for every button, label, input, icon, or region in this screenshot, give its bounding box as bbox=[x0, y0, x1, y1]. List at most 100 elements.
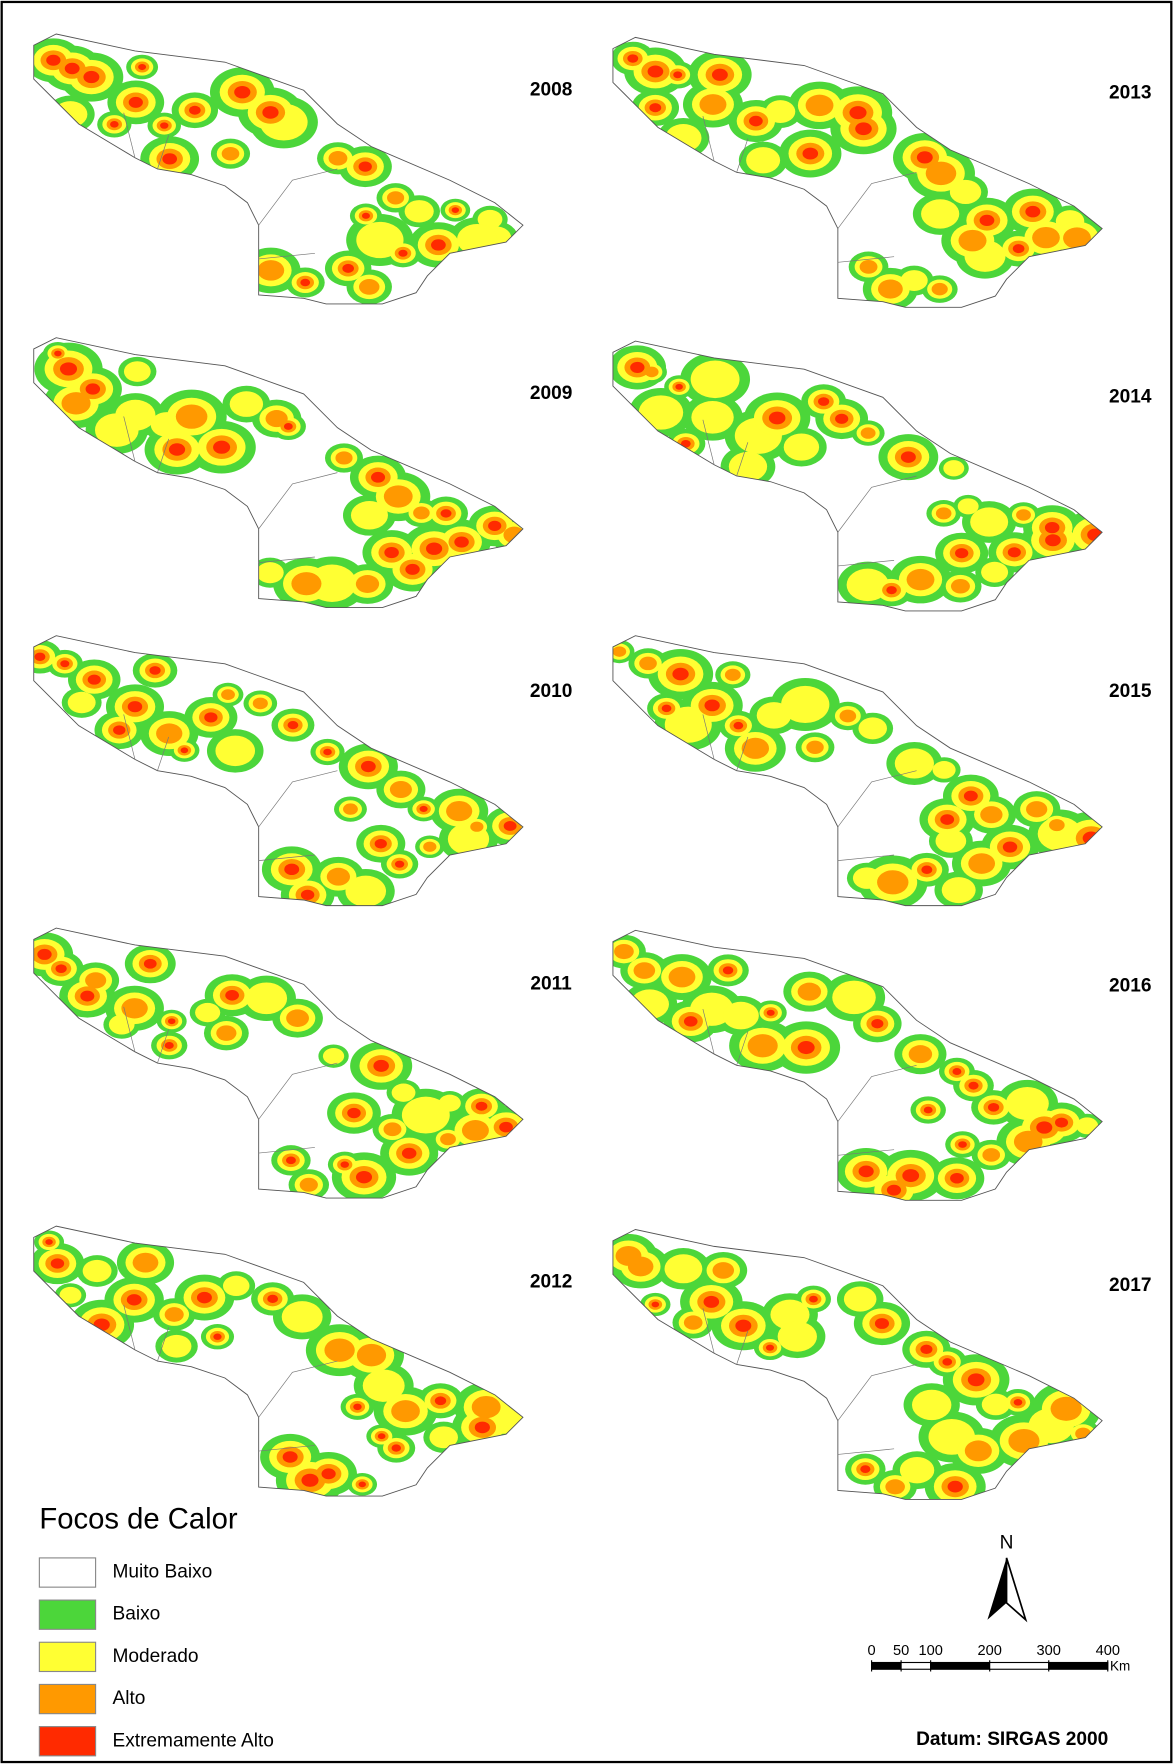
heat-blob bbox=[446, 801, 472, 821]
heat-blob bbox=[980, 215, 995, 226]
heat-blob bbox=[924, 1107, 933, 1114]
heat-blob bbox=[160, 122, 168, 128]
heat-blob bbox=[982, 1148, 1000, 1162]
heat-blob bbox=[844, 1287, 877, 1312]
heat-blob bbox=[234, 86, 250, 98]
heat-blob bbox=[951, 579, 970, 594]
heat-blob bbox=[472, 1396, 501, 1418]
page: {"panels": [ {"year": "2008"}, {"year": … bbox=[0, 0, 1173, 1764]
heat-blob bbox=[113, 725, 125, 735]
heat-blob bbox=[413, 507, 430, 520]
heat-blob bbox=[351, 501, 388, 529]
scale-tick-label: 50 bbox=[893, 1643, 909, 1659]
heat-blob bbox=[359, 162, 372, 172]
heat-blob bbox=[749, 116, 763, 127]
heat-blob bbox=[176, 405, 208, 429]
heat-blob bbox=[943, 460, 964, 476]
heat-blob bbox=[329, 151, 348, 165]
heat-blob bbox=[61, 392, 90, 414]
heat-blob bbox=[895, 748, 934, 778]
heat-blob bbox=[875, 1318, 889, 1329]
datum: Datum: SIRGAS 2000 bbox=[916, 1729, 1108, 1750]
heat-blob bbox=[878, 279, 903, 298]
heat-blob bbox=[849, 106, 866, 119]
heat-blob bbox=[832, 981, 876, 1014]
heat-blob bbox=[149, 666, 160, 675]
heat-blob bbox=[322, 1468, 336, 1479]
heat-blob bbox=[920, 1345, 932, 1354]
heat-blob bbox=[1008, 547, 1021, 557]
heat-blob bbox=[746, 147, 780, 173]
heat-blob bbox=[383, 1122, 401, 1136]
heat-blob bbox=[341, 1161, 349, 1167]
heat-blob bbox=[371, 472, 385, 483]
heat-blob bbox=[253, 698, 268, 710]
year-label: 2011 bbox=[530, 973, 572, 994]
heat-blob bbox=[165, 1307, 184, 1322]
scale-segment bbox=[1049, 1663, 1108, 1670]
heat-blob bbox=[454, 536, 469, 547]
scale-unit: Km bbox=[1110, 1659, 1130, 1674]
heat-blob bbox=[861, 427, 876, 438]
heat-blob bbox=[855, 122, 872, 135]
heat-blob bbox=[734, 722, 744, 729]
heat-blob bbox=[980, 806, 1002, 823]
heat-blob bbox=[342, 264, 354, 273]
heat-blob bbox=[672, 668, 688, 681]
heat-blob bbox=[958, 230, 986, 252]
heat-blob bbox=[197, 1292, 212, 1303]
heat-blob bbox=[488, 521, 501, 531]
heat-blob bbox=[387, 191, 404, 204]
heat-blob bbox=[748, 1034, 778, 1057]
heat-blob bbox=[392, 1444, 401, 1451]
heat-blob bbox=[964, 791, 978, 802]
heat-blob bbox=[323, 1048, 344, 1064]
heat-blob bbox=[439, 1095, 461, 1112]
heat-blob bbox=[162, 1335, 192, 1358]
heat-blob bbox=[665, 1254, 703, 1283]
heat-blob bbox=[735, 1320, 751, 1332]
heat-blob bbox=[65, 63, 80, 74]
heat-blob bbox=[324, 1338, 354, 1361]
heat-blob bbox=[691, 401, 733, 434]
heat-blob bbox=[392, 1084, 416, 1102]
heat-blob bbox=[684, 1016, 698, 1026]
heat-blob bbox=[267, 1295, 278, 1303]
scale-segment bbox=[872, 1663, 902, 1670]
heat-blob bbox=[216, 1025, 236, 1041]
heat-blob bbox=[917, 151, 933, 163]
heat-blob bbox=[691, 361, 740, 399]
heat-blob bbox=[221, 689, 235, 700]
heat-blob bbox=[470, 822, 483, 832]
legend-swatch bbox=[39, 1600, 95, 1629]
heat-blob bbox=[809, 1296, 818, 1303]
heat-blob bbox=[345, 876, 386, 907]
heat-blob bbox=[835, 414, 848, 424]
heat-blob bbox=[877, 870, 908, 894]
legend-label: Baixo bbox=[112, 1604, 160, 1625]
legend-label: Extremamente Alto bbox=[112, 1730, 273, 1751]
heat-blob bbox=[129, 97, 143, 108]
heat-blob bbox=[936, 829, 967, 853]
year-label: 2012 bbox=[530, 1271, 573, 1292]
heat-blob bbox=[704, 700, 719, 712]
heat-blob bbox=[652, 1302, 660, 1308]
heat-blob bbox=[223, 1276, 250, 1296]
heat-blob bbox=[375, 839, 387, 848]
heat-blob bbox=[988, 1103, 999, 1112]
heat-blob bbox=[359, 279, 379, 295]
heat-blob bbox=[684, 1315, 703, 1329]
heat-blob bbox=[384, 485, 413, 507]
heat-blob bbox=[1036, 1121, 1052, 1133]
heat-blob bbox=[933, 761, 956, 779]
heat-blob bbox=[798, 1041, 815, 1054]
heat-blob bbox=[356, 1171, 372, 1183]
heat-blob bbox=[1025, 206, 1040, 217]
heat-blob bbox=[46, 55, 60, 66]
heat-blob bbox=[1026, 801, 1047, 817]
heat-blob bbox=[215, 736, 255, 766]
scale-tick-label: 200 bbox=[977, 1643, 1001, 1659]
heat-blob bbox=[390, 781, 412, 798]
heat-blob bbox=[968, 1373, 985, 1386]
legend-swatch bbox=[39, 1727, 95, 1756]
